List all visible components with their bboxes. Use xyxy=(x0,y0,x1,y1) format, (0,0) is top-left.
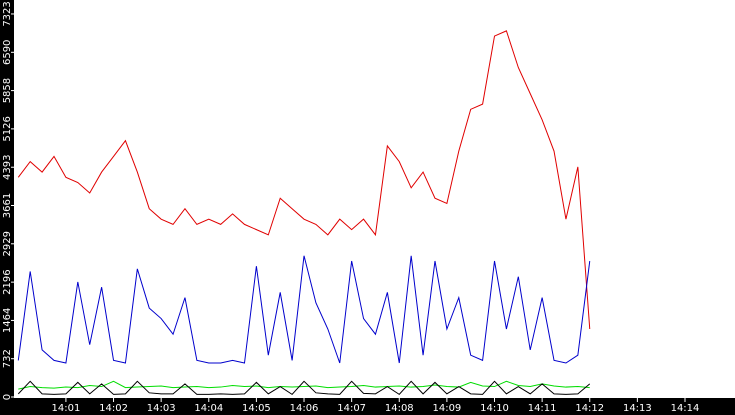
y-tick-label: 3661 xyxy=(2,193,13,218)
y-tick-label: 0 xyxy=(2,394,13,400)
x-tick-label: 14:06 xyxy=(290,403,319,414)
x-tick-label: 14:10 xyxy=(480,403,509,414)
series-line xyxy=(17,30,591,330)
x-tick-label: 14:11 xyxy=(528,403,557,414)
x-tick-label: 14:05 xyxy=(242,403,271,414)
y-tick-label: 6590 xyxy=(2,40,13,65)
y-tick-label: 7323 xyxy=(2,1,13,26)
series-line xyxy=(17,255,591,364)
y-tick-label: 2929 xyxy=(2,231,13,256)
y-tick-label: 5126 xyxy=(2,116,13,141)
series-line xyxy=(18,380,590,390)
x-tick-label: 14:08 xyxy=(385,403,414,414)
x-tick-label: 14:12 xyxy=(575,403,604,414)
y-tick-label: 732 xyxy=(2,349,13,368)
y-tick-label: 1464 xyxy=(2,308,13,333)
y-tick-label: 5858 xyxy=(2,78,13,103)
x-axis-band xyxy=(0,398,735,415)
x-tick-label: 14:09 xyxy=(432,403,461,414)
y-tick-label: 2196 xyxy=(2,269,13,294)
y-axis-band xyxy=(0,0,14,415)
x-tick-label: 14:14 xyxy=(671,403,700,414)
series-line xyxy=(17,380,591,396)
y-tick-label: 4393 xyxy=(2,154,13,179)
x-tick-label: 14:13 xyxy=(623,403,652,414)
x-tick-label: 14:07 xyxy=(337,403,366,414)
x-tick-label: 14:02 xyxy=(99,403,128,414)
x-tick-label: 14:01 xyxy=(51,403,80,414)
x-tick-label: 14:03 xyxy=(147,403,176,414)
x-tick-label: 14:04 xyxy=(194,403,223,414)
